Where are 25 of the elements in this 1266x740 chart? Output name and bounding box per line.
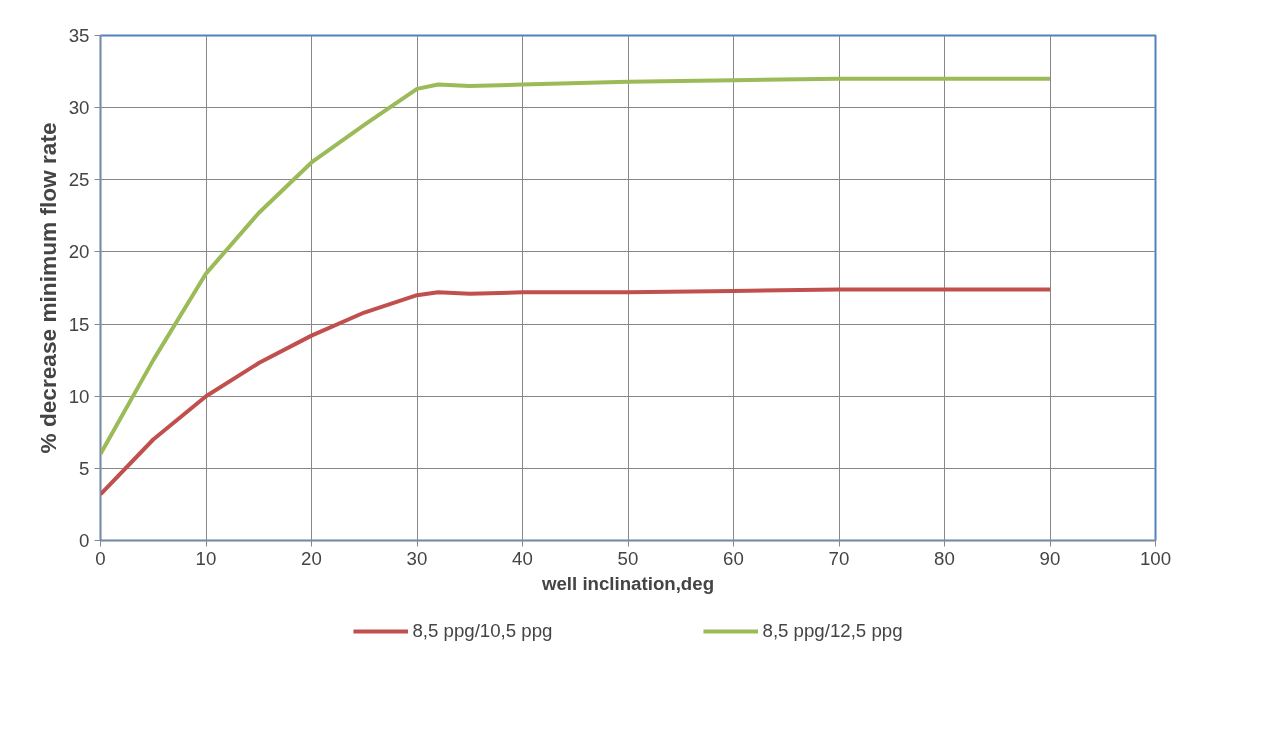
y-tick-label: 0 <box>79 530 90 551</box>
y-tick-label: 5 <box>79 457 90 479</box>
y-tick-label: 35 <box>68 25 90 46</box>
x-tick-label: 100 <box>1139 547 1172 569</box>
x-tick-label: 30 <box>406 547 428 569</box>
y-tick-label: 10 <box>68 385 90 407</box>
x-tick-label: 20 <box>301 547 322 569</box>
legend-label: 8,5 ppg/10,5 ppg <box>412 620 553 642</box>
x-tick-label: 50 <box>617 547 639 569</box>
x-tick-label: 70 <box>828 547 850 569</box>
y-tick-label: 20 <box>68 241 90 263</box>
y-tick-label: 25 <box>68 169 90 191</box>
legend-label: 8,5 ppg/12,5 ppg <box>762 620 903 642</box>
x-tick-label: 40 <box>512 547 533 569</box>
line-series <box>100 287 1052 497</box>
x-tick-label: 80 <box>934 547 955 569</box>
y-axis-title: % decrease minimum flow rate <box>34 122 61 454</box>
y-tick-label: 15 <box>68 313 90 335</box>
x-axis-title: well inclination,deg <box>540 572 715 594</box>
x-tick-label: 0 <box>95 547 106 569</box>
y-tick-label: 30 <box>68 97 90 119</box>
x-tick-label: 10 <box>195 547 217 569</box>
x-tick-label: 90 <box>1039 547 1061 569</box>
x-tick-label: 60 <box>723 547 744 569</box>
line-series <box>100 76 1052 456</box>
